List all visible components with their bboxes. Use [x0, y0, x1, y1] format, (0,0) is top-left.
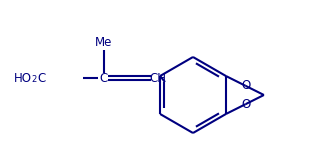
Text: O: O	[241, 79, 250, 92]
Text: C: C	[37, 72, 45, 84]
Text: HO: HO	[14, 72, 32, 84]
Text: C: C	[100, 72, 108, 84]
Text: 2: 2	[31, 75, 36, 84]
Text: O: O	[241, 98, 250, 111]
Text: Me: Me	[95, 36, 113, 49]
Text: CH: CH	[149, 72, 166, 84]
